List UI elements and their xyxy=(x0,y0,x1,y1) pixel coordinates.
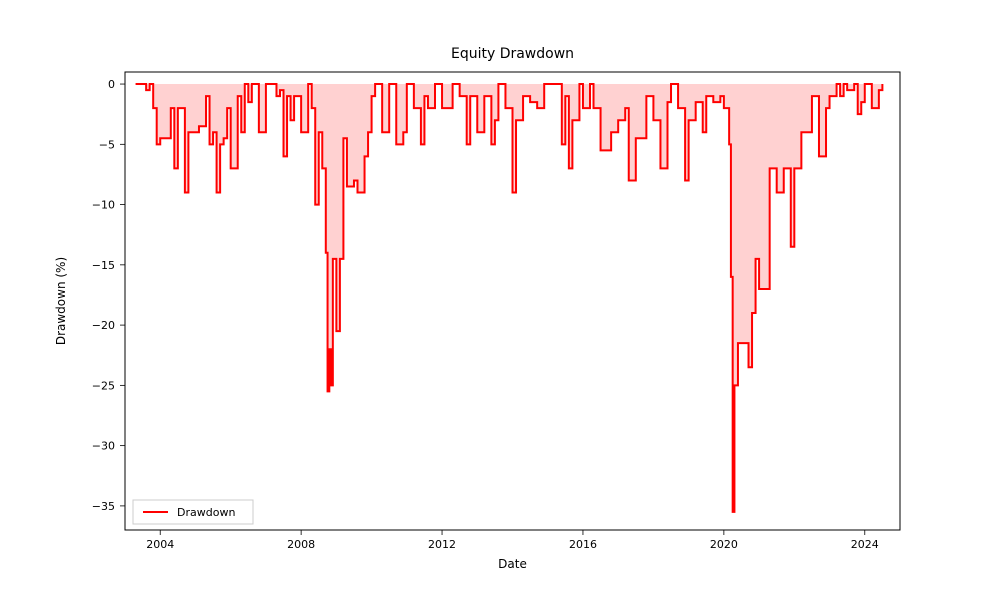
x-tick-label: 2020 xyxy=(710,538,738,551)
drawdown-chart: Equity Drawdown 0 −5 −10 −15 −20 −25 −30 −35 2004… xyxy=(0,0,1000,600)
legend-label: Drawdown xyxy=(177,506,235,519)
x-axis-label: Date xyxy=(498,557,527,571)
y-tick-label: −5 xyxy=(99,138,115,151)
y-tick-label: −30 xyxy=(92,440,115,453)
y-axis-label: Drawdown (%) xyxy=(54,257,68,345)
x-tick-label: 2008 xyxy=(287,538,315,551)
y-tick-label: −35 xyxy=(92,500,115,513)
y-tick-label: 0 xyxy=(108,78,115,91)
x-tick-label: 2004 xyxy=(146,538,174,551)
y-tick-label: −25 xyxy=(92,379,115,392)
x-tick-label: 2024 xyxy=(851,538,879,551)
chart-container: Equity Drawdown 0 −5 −10 −15 −20 −25 −30 −35 2004… xyxy=(0,0,1000,600)
y-tick-label: −15 xyxy=(92,259,115,272)
x-tick-label: 2016 xyxy=(569,538,597,551)
x-tick-label: 2012 xyxy=(428,538,456,551)
y-tick-label: −20 xyxy=(92,319,115,332)
y-tick-label: −10 xyxy=(92,199,115,212)
chart-title: Equity Drawdown xyxy=(451,46,574,62)
